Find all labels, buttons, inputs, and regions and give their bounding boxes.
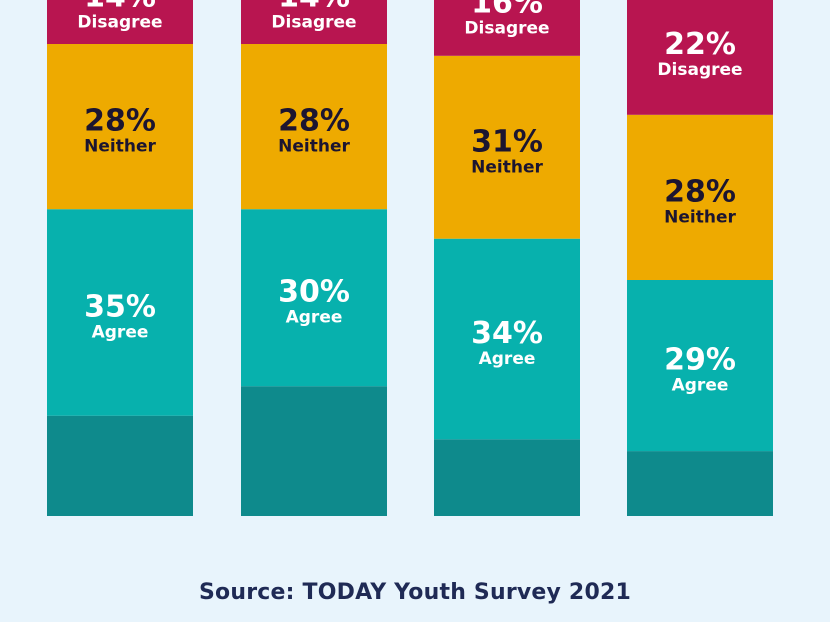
- segment-strongly-agree: [241, 386, 387, 516]
- segment-disagree: [47, 0, 193, 44]
- segment-strongly-agree: [47, 415, 193, 516]
- segment-label: Agree: [286, 308, 343, 328]
- segment-label: Neither: [471, 157, 543, 177]
- segment-label: Disagree: [77, 13, 162, 33]
- segment-agree: [627, 280, 773, 452]
- segment-label: Neither: [278, 137, 350, 157]
- segment-label: Disagree: [657, 60, 742, 80]
- bar-3: 34%Agree31%Neither16%Disagree6%Stronglyd…: [434, 0, 580, 516]
- pct-label: 14%: [84, 0, 156, 15]
- segment-strongly-agree: [627, 451, 773, 516]
- pct-label: 16%: [471, 0, 543, 21]
- bar-1: agree35%Agree28%Neither14%Disagree6%Stro…: [47, 0, 193, 516]
- segment-neither: [47, 44, 193, 210]
- segment-label: Agree: [479, 349, 536, 369]
- pct-label: 29%: [664, 343, 736, 378]
- bar-4: 29%Agree28%Neither22%Disagree10%Strongly…: [627, 0, 773, 516]
- pct-label: 28%: [278, 104, 350, 139]
- pct-label: 31%: [471, 124, 543, 159]
- pct-label: 28%: [84, 104, 156, 139]
- segment-label: Neither: [664, 207, 736, 227]
- segment-neither: [627, 114, 773, 280]
- pct-label: 28%: [664, 174, 736, 209]
- pct-label: 22%: [664, 27, 736, 62]
- segment-label: Agree: [672, 376, 729, 396]
- segment-label: Disagree: [271, 13, 356, 33]
- segment-disagree: [241, 0, 387, 44]
- segment-neither: [434, 55, 580, 239]
- bar-2: Stronglyagree30%Agree28%Neither14%Disagr…: [241, 0, 387, 516]
- pct-label: 14%: [278, 0, 350, 15]
- segment-label: Agree: [92, 322, 149, 342]
- segment-label: Neither: [84, 137, 156, 157]
- segment-agree: [47, 209, 193, 416]
- segment-agree: [241, 209, 387, 387]
- pct-label: 35%: [84, 289, 156, 324]
- segment-neither: [241, 44, 387, 210]
- segment-agree: [434, 238, 580, 440]
- segment-disagree: [627, 0, 773, 115]
- source-caption: Source: TODAY Youth Survey 2021: [199, 580, 631, 605]
- segment-strongly-agree: [434, 439, 580, 516]
- segment-disagree: [434, 0, 580, 56]
- pct-label: 30%: [278, 275, 350, 310]
- segment-label: Disagree: [464, 19, 549, 39]
- pct-label: 34%: [471, 316, 543, 351]
